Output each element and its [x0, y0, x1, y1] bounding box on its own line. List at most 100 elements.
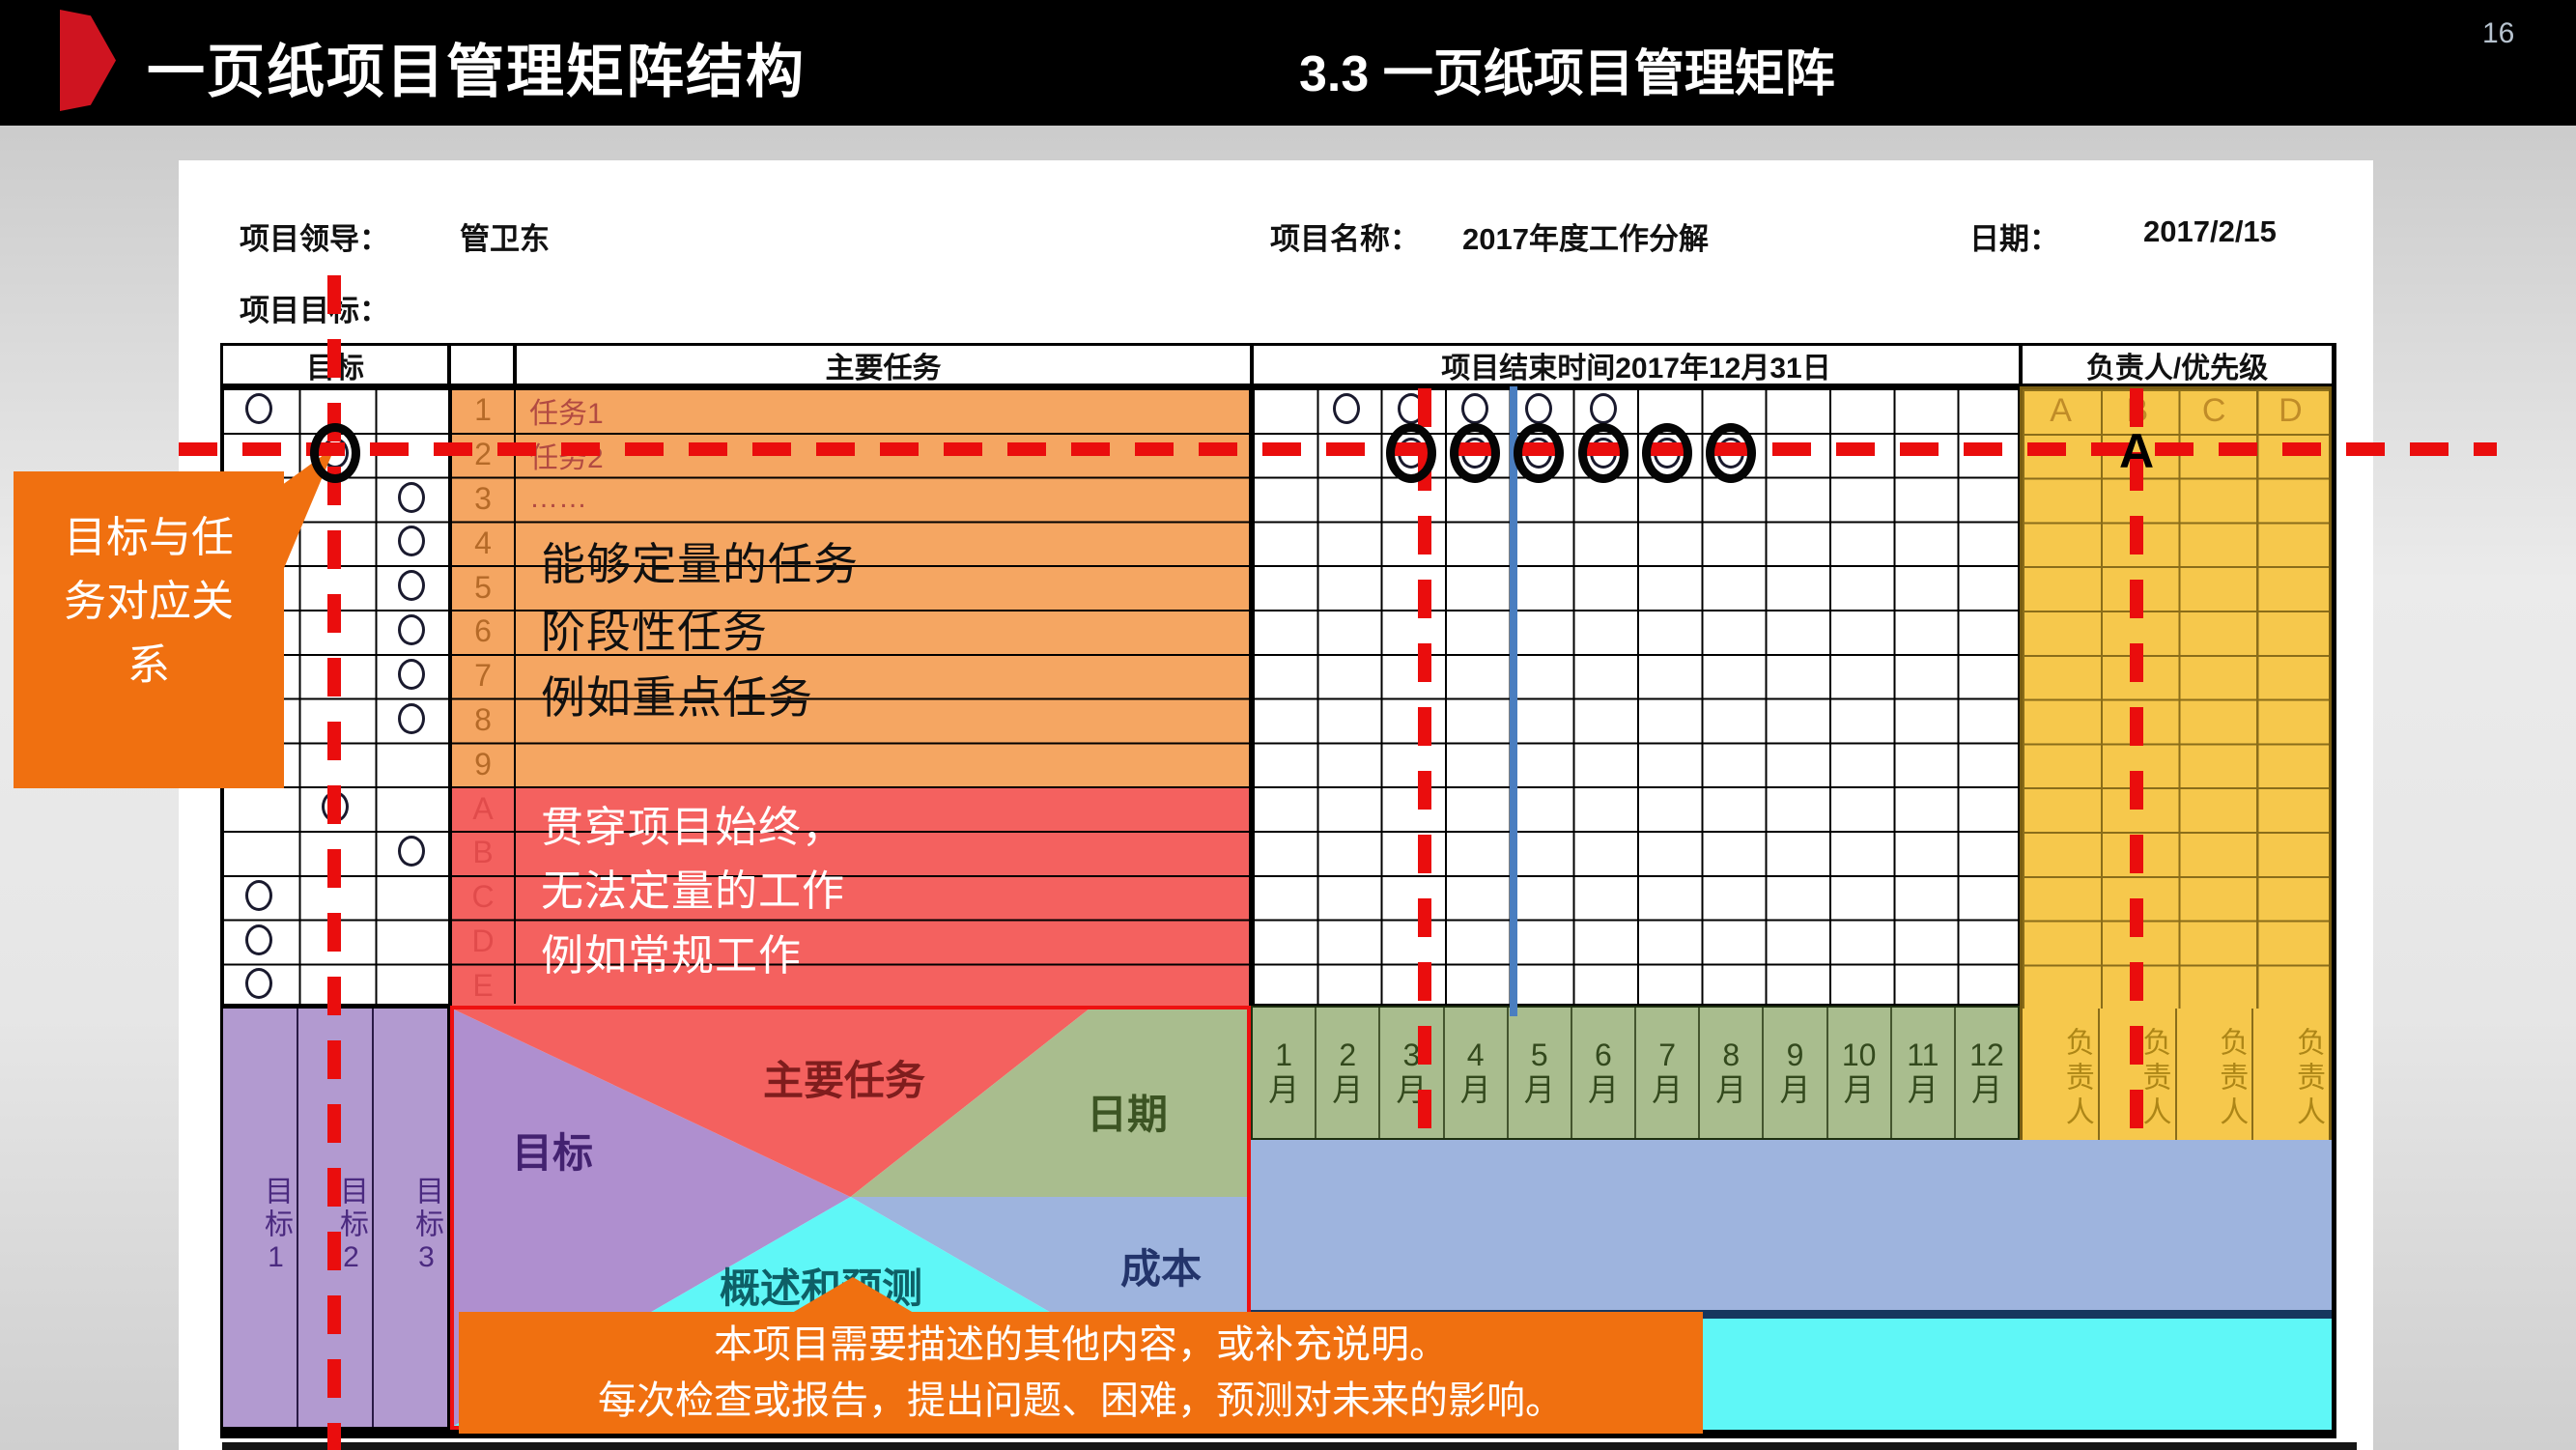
- task-number: 1: [474, 392, 492, 428]
- slide-title: 一页纸项目管理矩阵结构: [147, 40, 806, 104]
- red-pennant-icon: [60, 10, 116, 111]
- goal-column-1: 目标1: [260, 1176, 292, 1277]
- column-header-timeline: 项目结束时间2017年12月31日: [1251, 343, 2022, 386]
- priority-letter: D: [2279, 392, 2303, 430]
- task-number: 5: [474, 569, 492, 605]
- quadrant-label-date: 日期: [1087, 1092, 1169, 1137]
- routine-letter: D: [471, 923, 495, 958]
- task-number: 4: [474, 525, 492, 560]
- priority-mark-A: A: [2118, 424, 2155, 478]
- current-date-line: [1510, 386, 1517, 1016]
- goal-mark-circle: [398, 526, 426, 557]
- slide-bottom-strip: [222, 1442, 2357, 1450]
- goal-mark-circle: [244, 968, 272, 1000]
- note-quantitative-line3: 例如重点任务: [541, 672, 813, 723]
- owner-column-label: 负责人: [2251, 1009, 2329, 1140]
- highlight-ring: [1385, 422, 1436, 483]
- routine-letter: E: [472, 967, 494, 1003]
- owner-column-label: 负责人: [2060, 1027, 2093, 1131]
- task-number: 3: [474, 480, 492, 516]
- note-routine-line1: 贯穿项目始终，: [541, 804, 845, 851]
- project-leader-label: 项目领导：: [240, 222, 389, 256]
- priority-letter: C: [2201, 392, 2226, 430]
- goal-mark-circle: [1333, 392, 1361, 424]
- owner-column-label: 负责人: [2174, 1009, 2252, 1140]
- vertical-highlight-line-month: [1418, 388, 1431, 1140]
- task-name: ……: [529, 482, 587, 515]
- quadrant-label-cost: 成本: [1120, 1246, 1203, 1292]
- task-number: 9: [474, 746, 492, 782]
- goal-mark-circle: [398, 613, 426, 645]
- goal-mark-circle: [1589, 392, 1617, 424]
- project-name-value: 2017年度工作分解: [1462, 222, 1709, 256]
- routine-letter: B: [472, 835, 494, 870]
- note-routine-line3: 例如常规工作: [541, 932, 802, 980]
- task-name: 任务1: [529, 397, 604, 430]
- goal-mark-circle: [398, 658, 426, 690]
- goal-mark-circle: [244, 924, 272, 955]
- highlight-ring: [1642, 422, 1693, 483]
- date-label: 日期：: [1969, 222, 2059, 256]
- goal-mark-circle: [398, 570, 426, 602]
- quadrant-label-main-tasks: 主要任务: [763, 1058, 926, 1103]
- table-bottom-border: [220, 1430, 2336, 1438]
- page-number: 16: [2482, 17, 2515, 49]
- left-callout: 目标与任务对应关系: [14, 471, 284, 788]
- project-name-label: 项目名称：: [1270, 222, 1420, 256]
- owner-column-label: 负责人: [2097, 1009, 2175, 1140]
- band-divider: [1251, 1310, 2334, 1319]
- slide-header-bar: 一页纸项目管理矩阵结构 3.3 一页纸项目管理矩阵 16: [0, 0, 2576, 126]
- bottom-callout-line2: 每次检查或报告，提出问题、困难，预测对未来的影响。: [598, 1379, 1564, 1422]
- goal-mark-circle: [398, 702, 426, 734]
- note-quantitative-line2: 阶段性任务: [541, 607, 768, 657]
- highlight-ring: [1514, 422, 1565, 483]
- highlight-ring: [1706, 422, 1757, 483]
- priority-letter: A: [2050, 392, 2072, 430]
- bottom-callout: 本项目需要描述的其他内容，或补充说明。 每次检查或报告，提出问题、困难，预测对未…: [459, 1312, 1703, 1434]
- highlight-ring: [1450, 422, 1501, 483]
- goal-mark-circle: [398, 481, 426, 513]
- number-column-divider: [514, 388, 516, 1004]
- cost-band: [1251, 1140, 2334, 1310]
- task-number: 8: [474, 701, 492, 737]
- note-routine-line2: 无法定量的工作: [541, 867, 845, 915]
- left-callout-text: 目标与任务对应关系: [64, 514, 234, 689]
- bottom-callout-line1: 本项目需要描述的其他内容，或补充说明。: [714, 1323, 1448, 1366]
- month-label: 10 月: [1826, 1008, 1890, 1138]
- owner-labels-row: 负责人 负责人 负责人 负责人: [2023, 1009, 2329, 1140]
- goal-mark-circle: [244, 879, 272, 911]
- column-header-index: [448, 343, 516, 386]
- goal-mark-circle: [1461, 392, 1489, 424]
- vertical-highlight-line-goal: [327, 275, 341, 1450]
- project-leader-value: 管卫东: [460, 222, 550, 256]
- slide-subtitle: 3.3 一页纸项目管理矩阵: [1299, 46, 1835, 102]
- table-right-border: [2332, 343, 2336, 1438]
- column-header-main-tasks: 主要任务: [514, 343, 1253, 386]
- routine-letter: A: [472, 790, 494, 826]
- note-quantitative-line1: 能够定量的任务: [541, 539, 859, 589]
- task-row-gridlines: [452, 388, 1249, 1004]
- month-label-row: 1 月 2 月 3 月 4 月 5 月 6 月 7 月 8 月 9 月 10 月 11 月 12 月: [1251, 1006, 2020, 1140]
- month-schedule-grid: [1251, 386, 2020, 1006]
- project-goal-label: 项目目标：: [240, 294, 389, 327]
- vertical-highlight-line-owner: [2130, 388, 2143, 1140]
- date-value: 2017/2/15: [2143, 214, 2277, 248]
- routine-letter: C: [471, 879, 495, 915]
- horizontal-highlight-line: [179, 442, 2497, 456]
- month-label: 12 月: [1953, 1008, 2018, 1138]
- goal-mark-circle: [244, 392, 272, 424]
- goal-column-3: 目标3: [372, 1009, 447, 1427]
- goal-mark-circle: [398, 835, 426, 867]
